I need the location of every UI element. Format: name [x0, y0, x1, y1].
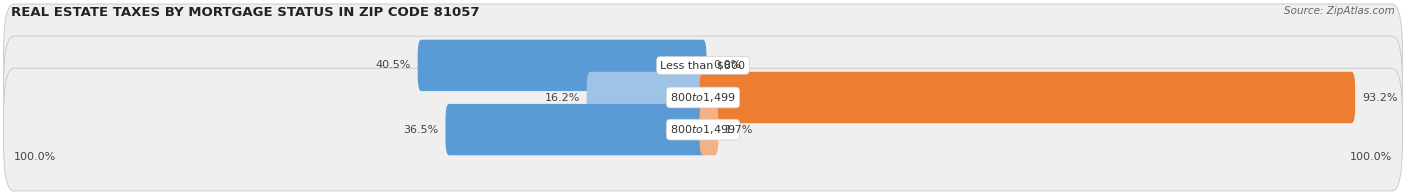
Text: 36.5%: 36.5%	[404, 125, 439, 135]
Text: 100.0%: 100.0%	[1350, 152, 1392, 162]
FancyBboxPatch shape	[418, 40, 706, 91]
FancyBboxPatch shape	[4, 36, 1402, 159]
Text: $800 to $1,499: $800 to $1,499	[671, 123, 735, 136]
FancyBboxPatch shape	[586, 72, 706, 123]
Text: Less than $800: Less than $800	[661, 60, 745, 70]
FancyBboxPatch shape	[700, 104, 718, 155]
Text: Source: ZipAtlas.com: Source: ZipAtlas.com	[1284, 6, 1395, 16]
Text: $800 to $1,499: $800 to $1,499	[671, 91, 735, 104]
Text: 93.2%: 93.2%	[1362, 92, 1398, 103]
Text: 40.5%: 40.5%	[375, 60, 411, 70]
FancyBboxPatch shape	[4, 4, 1402, 127]
Text: 16.2%: 16.2%	[544, 92, 579, 103]
Text: 1.7%: 1.7%	[725, 125, 754, 135]
Text: 100.0%: 100.0%	[14, 152, 56, 162]
FancyBboxPatch shape	[446, 104, 706, 155]
FancyBboxPatch shape	[700, 72, 1355, 123]
Text: REAL ESTATE TAXES BY MORTGAGE STATUS IN ZIP CODE 81057: REAL ESTATE TAXES BY MORTGAGE STATUS IN …	[11, 6, 479, 19]
FancyBboxPatch shape	[4, 68, 1402, 191]
Text: 0.0%: 0.0%	[713, 60, 742, 70]
